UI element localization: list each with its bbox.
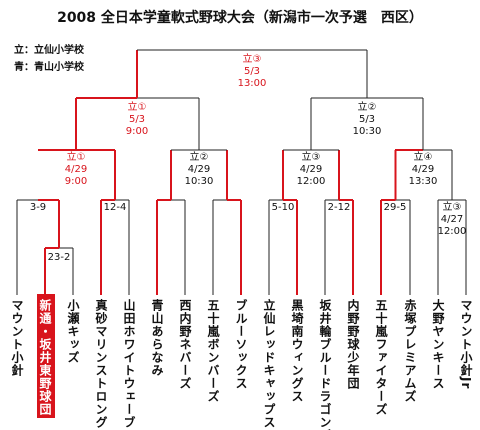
team-name: 山田ホワイトウェーブ [122,298,136,429]
legend-item: 青：青山小学校 [14,60,85,73]
match-label: 12:00 [438,226,467,237]
match-label: 立③ [243,52,262,65]
match-label: 12:00 [297,176,326,187]
team-name: 大野ヤンキース [431,298,445,390]
team-name: 坂井輪ブルードラゴンズ [318,298,332,430]
legend-item: 立：立仙小学校 [14,43,85,56]
score: 2-12 [328,202,351,213]
team-name: 新通・坂井東野球団 [38,298,52,416]
match-label: 立② [190,150,209,163]
match-label: 5/3 [244,66,260,77]
match-label: 立④ [414,150,433,163]
winner-highlight [37,294,55,418]
team-name: 内野野球少年団 [346,298,360,390]
team-name: 青山あらなみ [150,298,164,377]
match-label: 9:00 [65,176,87,187]
team-name: 黒埼南ウィングス [290,299,304,403]
match-label: 4/29 [65,164,87,175]
team-name: ブルーソックス [234,298,248,390]
match-label: 4/29 [300,164,322,175]
score: 5-10 [272,202,295,213]
match-label: 5/3 [359,114,375,125]
title: 2008 全日本学童軟式野球大会（新潟市一次予選 西区） [57,9,423,26]
match-label: 13:00 [238,78,267,89]
score: 3-9 [30,202,46,213]
team-name: 赤塚プレミアムズ [403,298,417,403]
match-label: 4/27 [441,214,463,225]
match-label: 5/3 [129,114,145,125]
team-name: 五十嵐ファイターズ [374,299,388,416]
score: 29-5 [384,202,407,213]
match-label: 立③ [443,200,462,213]
match-label: 9:00 [126,126,148,137]
team-name: マウント小針Jr [459,299,473,389]
team-name: 西内野ネバーズ [178,299,192,390]
match-label: 立③ [302,150,321,163]
team-name: 真砂マリンストロング [94,298,108,429]
match-label: 4/29 [188,164,210,175]
match-label: 立② [358,100,377,113]
match-label: 13:30 [409,176,438,187]
team-name: マウント小針 [10,299,24,377]
match-label: 立① [67,150,86,163]
match-label: 4/29 [412,164,434,175]
score: 23-2 [48,252,71,263]
team-name: 五十嵐ボンバーズ [206,299,220,403]
match-label: 10:30 [353,126,382,137]
match-label: 10:30 [185,176,214,187]
score: 12-4 [104,202,127,213]
team-name: 小瀬キッズ [66,298,80,364]
team-name: 立仙レッドキャップス [262,298,276,429]
match-label: 立① [128,100,147,113]
